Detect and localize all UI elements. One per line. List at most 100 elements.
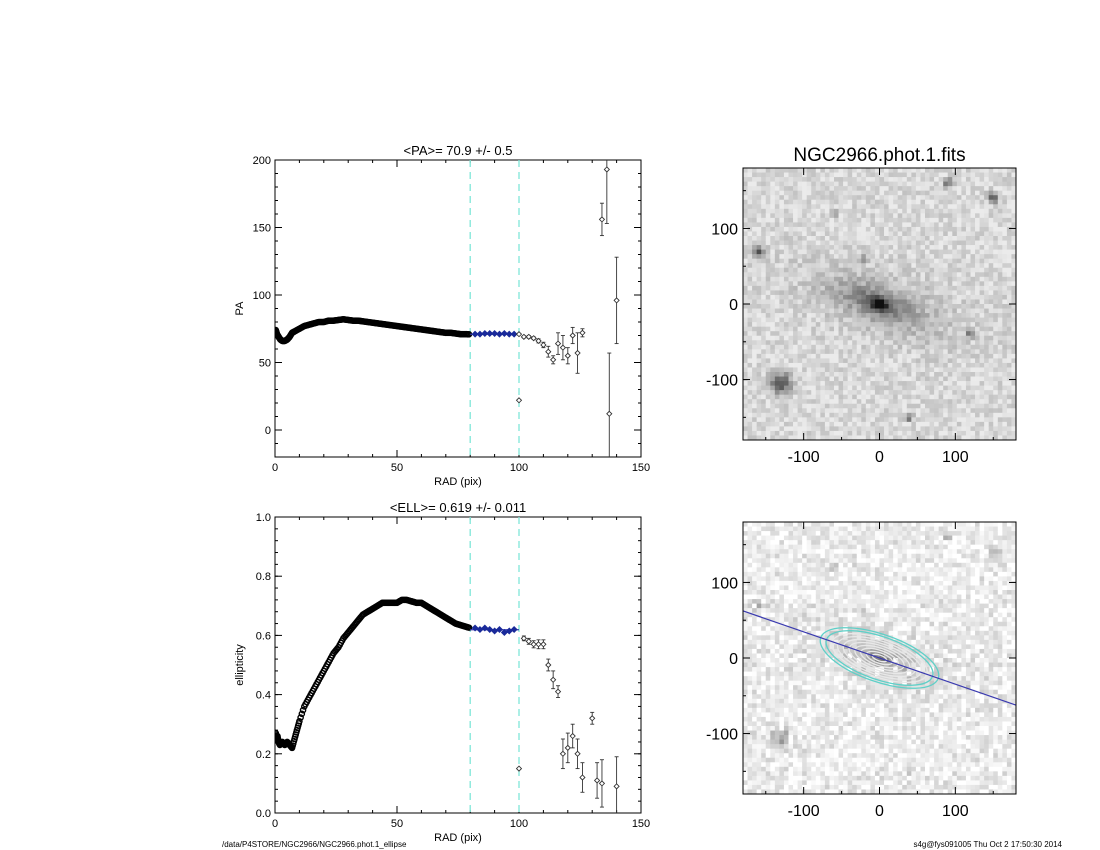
img1-pixel <box>861 168 867 173</box>
img1-pixel <box>884 190 889 196</box>
img1-pixel <box>770 322 776 328</box>
img2-pixel <box>829 612 835 618</box>
img1-pixel <box>1006 222 1012 228</box>
img2-pixel <box>761 639 767 645</box>
img2-pixel <box>793 522 798 527</box>
img1-pixel <box>888 258 894 264</box>
img2-pixel <box>834 535 839 541</box>
img2-pixel <box>811 721 817 727</box>
img1-pixel <box>961 245 967 250</box>
img1-pixel <box>783 417 789 423</box>
img2-pixel <box>788 753 794 759</box>
img2-pixel <box>824 522 830 527</box>
img2-pixel <box>820 762 826 768</box>
img2-pixel <box>752 757 758 763</box>
img1-pixel <box>1002 403 1008 409</box>
img2-pixel <box>774 789 780 794</box>
img1-pixel <box>993 236 999 241</box>
img1-pixel <box>943 326 949 332</box>
img1-pixel <box>902 372 908 377</box>
img1-pixel <box>806 421 812 427</box>
img1-pixel <box>779 358 785 364</box>
img1-pixel <box>970 236 976 241</box>
img1-pixel <box>888 285 894 291</box>
img1-pixel <box>783 299 789 305</box>
img1-pixel <box>779 394 785 400</box>
img1-pixel <box>770 331 776 337</box>
img1-pixel <box>797 367 803 373</box>
img1-pixel <box>774 204 780 210</box>
img1-pixel <box>797 172 803 178</box>
img1-pixel <box>956 299 962 305</box>
img1-pixel <box>938 290 944 296</box>
img2-pixel <box>829 780 835 786</box>
img1-pixel <box>815 204 821 210</box>
img1-pixel <box>961 421 967 427</box>
img1-pixel <box>893 403 899 409</box>
img1-pixel <box>747 399 753 405</box>
img1-pixel <box>888 340 894 346</box>
img1-pixel <box>861 412 867 418</box>
img1-pixel <box>779 326 785 332</box>
img1-pixel <box>997 276 1003 282</box>
img1-y-tick-label: 100 <box>711 221 738 238</box>
img1-pixel <box>920 267 926 273</box>
img1-pixel <box>743 213 748 219</box>
img2-pixel <box>838 531 844 536</box>
img1-pixel <box>961 236 967 241</box>
img1-pixel <box>979 362 985 368</box>
img1-pixel <box>779 335 785 341</box>
img2-pixel <box>770 644 776 650</box>
img2-pixel <box>824 726 830 731</box>
img1-pixel <box>988 299 994 305</box>
img1-pixel <box>811 399 817 405</box>
img2-pixel <box>747 680 753 686</box>
img1-pixel <box>793 231 798 237</box>
img1-pixel <box>852 240 858 246</box>
img1-pixel <box>975 430 980 436</box>
img1-pixel <box>979 177 985 182</box>
img1-pixel <box>975 394 980 400</box>
img1-pixel <box>943 408 949 414</box>
img2-pixel <box>779 658 785 663</box>
img2-pixel <box>834 526 839 532</box>
img2-pixel <box>820 549 826 555</box>
img1-pixel <box>952 372 958 377</box>
img2-pixel <box>829 676 835 682</box>
img1-pixel <box>884 231 889 237</box>
img1-pixel <box>934 199 940 205</box>
img2-pixel <box>829 549 835 555</box>
img1-pixel <box>870 426 876 432</box>
img1-pixel <box>770 258 776 264</box>
img1-pixel <box>752 263 758 269</box>
img1-pixel <box>783 408 789 414</box>
img1-pixel <box>979 353 985 359</box>
img1-pixel <box>834 245 839 250</box>
img1-pixel <box>788 381 794 386</box>
img2-pixel <box>797 753 803 759</box>
img1-pixel <box>993 390 999 396</box>
img1-pixel <box>970 426 976 432</box>
img1-pixel <box>747 385 753 391</box>
img1-pixel <box>856 272 862 278</box>
img1-pixel <box>888 276 894 282</box>
img1-pixel <box>1011 362 1016 368</box>
img2-pixel <box>811 644 817 650</box>
img2-pixel <box>843 712 849 718</box>
img1-pixel <box>893 317 899 323</box>
img1-pixel <box>934 308 940 314</box>
img2-pixel <box>797 553 803 559</box>
img2-pixel <box>829 694 835 700</box>
img2-pixel <box>797 780 803 786</box>
img1-pixel <box>879 267 885 273</box>
img1-pixel <box>797 186 803 192</box>
img2-pixel <box>756 576 762 582</box>
img1-pixel <box>824 367 830 373</box>
img1-pixel <box>925 254 930 260</box>
img1-pixel <box>797 249 803 255</box>
img1-pixel <box>956 290 962 296</box>
img2-pixel <box>783 540 789 546</box>
img2-pixel <box>820 553 826 559</box>
img1-pixel <box>829 394 835 400</box>
img2-pixel <box>829 667 835 672</box>
